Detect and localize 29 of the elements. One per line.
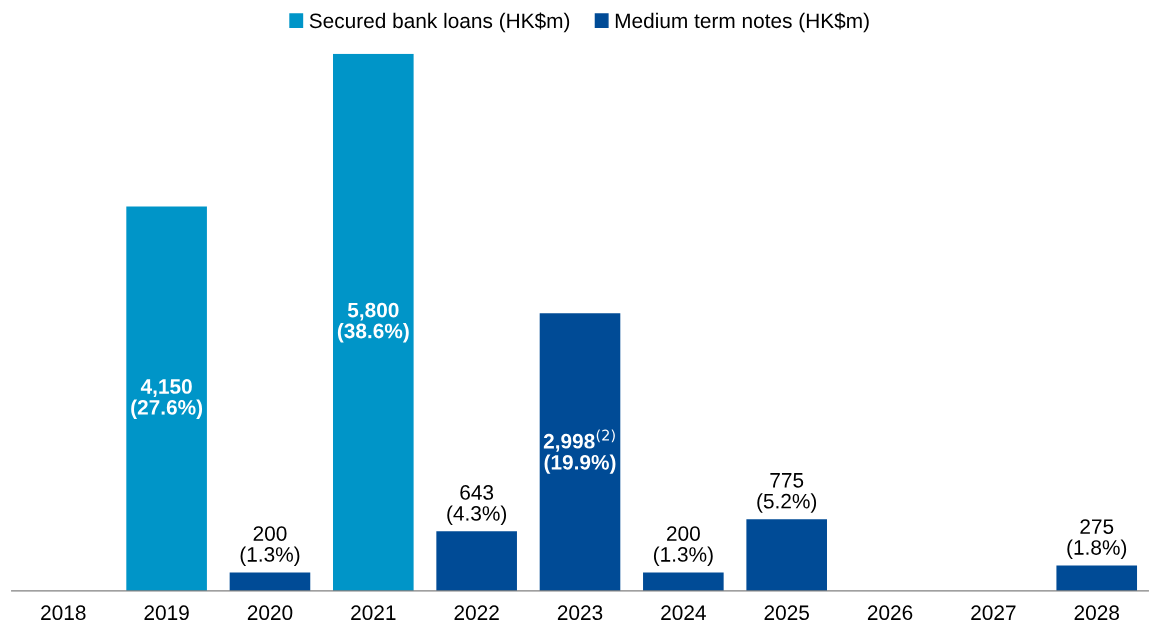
x-tick-label: 2018 xyxy=(41,605,86,621)
bar xyxy=(746,519,827,591)
bar xyxy=(333,53,414,591)
bar xyxy=(539,313,621,591)
x-tick-label: 2021 xyxy=(351,605,396,621)
x-tick-label: 2020 xyxy=(247,605,293,621)
data-label: 643 (4.3%) xyxy=(447,485,507,525)
bar xyxy=(126,206,207,591)
legend-label: Medium term notes (HK$m) xyxy=(615,12,869,33)
bar xyxy=(229,572,311,591)
data-label: 5,800 (38.6%) xyxy=(337,302,409,343)
x-tick-label: 2023 xyxy=(557,605,603,621)
x-tick-label: 2019 xyxy=(144,605,189,621)
bar xyxy=(436,531,517,591)
data-label: 275 (1.8%) xyxy=(1067,519,1127,559)
x-tick-label: 2026 xyxy=(867,605,913,621)
data-label: 200 (1.3%) xyxy=(240,526,300,566)
x-tick-label: 2022 xyxy=(454,605,499,621)
bar xyxy=(1056,565,1138,591)
data-label: 2,998$^{(2)}$ (19.9%) xyxy=(543,429,616,474)
data-label: 775 (5.2%) xyxy=(757,473,817,513)
x-tick-label: 2027 xyxy=(971,605,1016,621)
legend-label: Secured bank loans (HK$m) xyxy=(309,12,570,33)
bar xyxy=(643,572,724,591)
x-tick-label: 2028 xyxy=(1074,605,1119,621)
x-tick-label: 2024 xyxy=(661,605,706,621)
x-tick-label: 2025 xyxy=(764,605,809,621)
data-label: 200 (1.3%) xyxy=(653,526,713,566)
data-label: 4,150 (27.6%) xyxy=(131,379,203,419)
